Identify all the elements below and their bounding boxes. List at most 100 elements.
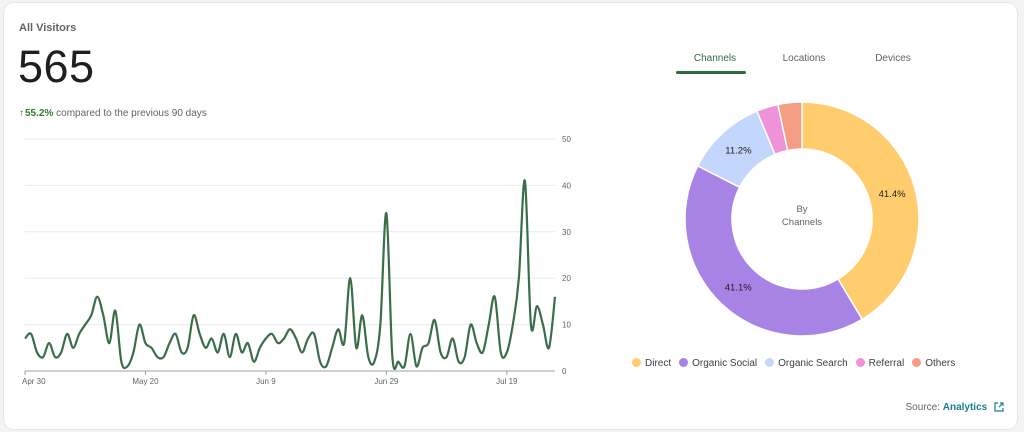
legend-item[interactable]: Organic Social xyxy=(679,358,757,369)
data-point xyxy=(174,333,176,335)
data-point xyxy=(241,351,243,353)
source-line: Source: Analytics xyxy=(906,402,1005,415)
legend-swatch xyxy=(912,358,922,367)
data-point xyxy=(433,319,435,321)
data-point xyxy=(325,365,327,367)
tab-channels[interactable]: Channels xyxy=(693,53,737,64)
data-point xyxy=(253,361,255,363)
data-point xyxy=(168,342,170,344)
data-point xyxy=(223,333,225,335)
legend-item[interactable]: Organic Search xyxy=(765,358,848,369)
tab-devices[interactable]: Devices xyxy=(875,53,911,64)
data-point xyxy=(192,314,194,316)
data-point xyxy=(331,347,333,349)
active-tab-indicator xyxy=(676,71,746,74)
data-point xyxy=(102,314,104,316)
data-point xyxy=(301,351,303,353)
donut-center-label: By xyxy=(796,204,807,215)
donut-slice-others xyxy=(777,101,803,152)
y-tick-label: 30 xyxy=(562,228,571,237)
data-point xyxy=(66,333,68,335)
data-point xyxy=(524,180,526,182)
data-point xyxy=(548,347,550,349)
x-tick-label: Jun 29 xyxy=(374,377,399,386)
channels-donut-chart: 41.4% 41.1% 11.2% By Channels xyxy=(684,101,920,337)
data-point xyxy=(319,361,321,363)
data-point xyxy=(271,333,273,335)
data-point xyxy=(42,356,44,358)
data-point xyxy=(476,342,478,344)
x-tick-label: May 20 xyxy=(132,377,159,386)
data-point xyxy=(283,337,285,339)
data-point xyxy=(488,323,490,325)
data-point xyxy=(120,361,122,363)
data-point xyxy=(156,356,158,358)
data-point xyxy=(229,356,231,358)
y-tick-label: 20 xyxy=(562,274,571,283)
legend-label: Direct xyxy=(645,358,672,369)
data-point xyxy=(554,296,556,298)
legend-item[interactable]: Direct xyxy=(632,358,671,369)
data-point xyxy=(391,356,393,358)
data-point xyxy=(289,328,291,330)
data-point xyxy=(494,296,496,298)
slice-value-label: 41.4% xyxy=(879,189,906,200)
data-point xyxy=(427,342,429,344)
data-point xyxy=(247,342,249,344)
data-point xyxy=(343,342,345,344)
data-point xyxy=(518,277,520,279)
legend-swatch xyxy=(679,358,689,367)
data-point xyxy=(259,347,261,349)
data-point xyxy=(186,347,188,349)
data-point xyxy=(60,351,62,353)
data-point xyxy=(84,323,86,325)
y-tick-label: 0 xyxy=(562,367,567,376)
external-link-icon[interactable] xyxy=(994,402,1004,415)
data-point xyxy=(463,356,465,358)
data-point xyxy=(313,333,315,335)
data-point xyxy=(361,314,363,316)
data-point xyxy=(90,314,92,316)
donut-center-label: Channels xyxy=(782,217,822,228)
visitor-total: 565 xyxy=(18,41,95,92)
data-point xyxy=(180,351,182,353)
data-point xyxy=(48,342,50,344)
data-point xyxy=(379,323,381,325)
x-tick-label: Jun 9 xyxy=(256,377,276,386)
data-point xyxy=(469,323,471,325)
legend-label: Referral xyxy=(868,358,905,369)
data-point xyxy=(373,361,375,363)
data-point xyxy=(150,347,152,349)
legend-item[interactable]: Referral xyxy=(855,358,905,369)
y-tick-label: 40 xyxy=(562,181,571,190)
legend-swatch xyxy=(765,358,775,367)
analytics-link[interactable]: Analytics xyxy=(942,402,988,413)
data-point xyxy=(295,337,297,339)
data-point xyxy=(108,342,110,344)
legend-item[interactable]: Others xyxy=(912,358,955,369)
data-point xyxy=(217,351,219,353)
tab-locations[interactable]: Locations xyxy=(782,53,826,64)
data-point xyxy=(421,347,423,349)
source-prefix: Source: xyxy=(905,402,940,413)
series-line xyxy=(24,179,557,371)
data-point xyxy=(415,365,417,367)
change-percent: 55.2% xyxy=(25,108,54,119)
data-point xyxy=(397,361,399,363)
x-tick-label: Apr 30 xyxy=(22,377,46,386)
data-point xyxy=(72,347,74,349)
data-point xyxy=(403,365,405,367)
slice-value-label: 11.2% xyxy=(725,145,752,156)
data-point xyxy=(277,342,279,344)
data-point xyxy=(114,309,116,311)
data-point xyxy=(512,323,514,325)
data-point xyxy=(30,333,32,335)
data-point xyxy=(162,356,164,358)
data-point xyxy=(144,342,146,344)
data-point xyxy=(367,356,369,358)
donut-legend: Direct Organic Social Organic Search Referr… xyxy=(632,358,963,369)
data-point xyxy=(96,296,98,298)
y-tick-label: 10 xyxy=(562,321,571,330)
change-description: compared to the previous 90 days xyxy=(56,108,207,119)
data-point xyxy=(385,212,387,214)
